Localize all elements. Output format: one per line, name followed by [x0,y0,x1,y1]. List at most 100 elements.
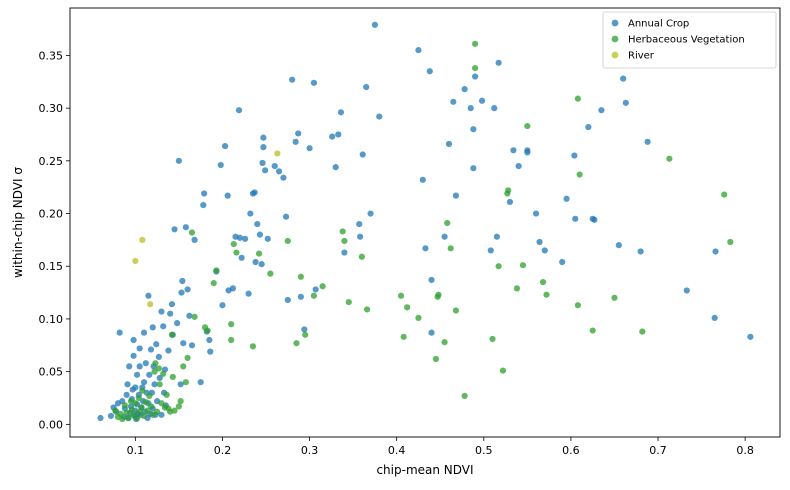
data-point [289,76,296,83]
data-point [467,105,474,112]
data-point [140,379,148,386]
data-point [452,192,460,199]
data-point [247,210,254,217]
data-point [112,407,119,414]
data-point [422,245,429,252]
data-point [447,245,454,252]
data-point [452,307,460,314]
data-point [171,226,178,233]
data-point [184,286,191,293]
data-point [155,365,162,372]
y-tick-label: 0.35 [39,49,64,62]
data-point [235,107,243,114]
data-point [224,192,231,199]
legend-label: River [628,51,655,62]
x-tick-label: 0.4 [388,444,406,457]
data-point [337,109,345,116]
data-point [589,327,596,334]
data-point [147,346,155,353]
data-point [144,407,151,414]
data-point [539,278,547,286]
data-point [256,231,264,238]
y-tick-label: 0.30 [39,102,64,115]
data-point [200,202,207,209]
data-point [130,352,137,359]
y-tick-label: 0.15 [39,260,64,273]
series-1 [112,40,734,423]
data-point [138,404,145,411]
legend: Annual Crop Herbaceous Vegetation River [602,11,777,69]
data-point [158,308,165,315]
data-point [132,384,139,391]
data-point [182,224,189,231]
data-point [167,310,174,317]
data-point [441,233,448,240]
data-point [541,247,548,254]
data-point [228,321,235,328]
data-point [132,257,139,265]
data-point [180,363,187,370]
y-tick-label: 0.20 [39,208,64,221]
data-point [117,410,124,417]
data-point [329,133,336,140]
data-point [339,228,346,235]
data-point [591,216,598,223]
data-point [245,290,252,297]
data-point [310,292,318,299]
data-point [428,329,435,336]
x-tick-label: 0.2 [214,444,232,457]
data-point [145,292,152,299]
data-point [156,381,163,388]
data-point [153,341,160,348]
data-point [611,294,618,301]
data-point [644,138,651,145]
data-point [499,367,507,374]
data-point [188,229,196,236]
data-point [136,363,143,370]
data-point [620,75,627,82]
data-point [292,138,299,145]
data-point [119,415,126,423]
data-point [124,381,131,388]
data-point [489,335,496,343]
data-point [254,220,261,228]
data-point [228,336,235,344]
data-point [400,333,407,340]
data-point [251,189,258,196]
data-point [133,371,141,378]
data-point [188,342,196,349]
data-point [149,324,156,331]
data-point [219,302,226,309]
data-point [461,392,468,399]
data-point [206,336,213,344]
data-point [139,387,146,394]
data-point [585,124,592,131]
data-point [139,236,146,243]
data-point [284,237,291,245]
data-point [236,234,243,241]
data-point [175,157,182,164]
data-point [168,301,176,308]
data-point [363,306,371,313]
data-point [445,140,453,148]
legend-marker [611,51,619,59]
data-point [574,302,581,309]
legend-label: Annual Crop [628,19,689,30]
data-point [312,286,319,293]
data-point [471,64,479,72]
data-point [201,190,208,197]
data-point [341,249,348,256]
data-point [221,142,229,150]
legend-marker [611,35,619,43]
data-point [142,360,149,367]
data-point [184,354,191,362]
data-point [140,412,148,420]
data-point [444,219,451,227]
data-point [712,248,719,255]
data-point [123,409,130,416]
data-point [179,277,186,285]
data-point [180,340,187,347]
data-point [142,399,149,406]
data-point [130,336,137,344]
